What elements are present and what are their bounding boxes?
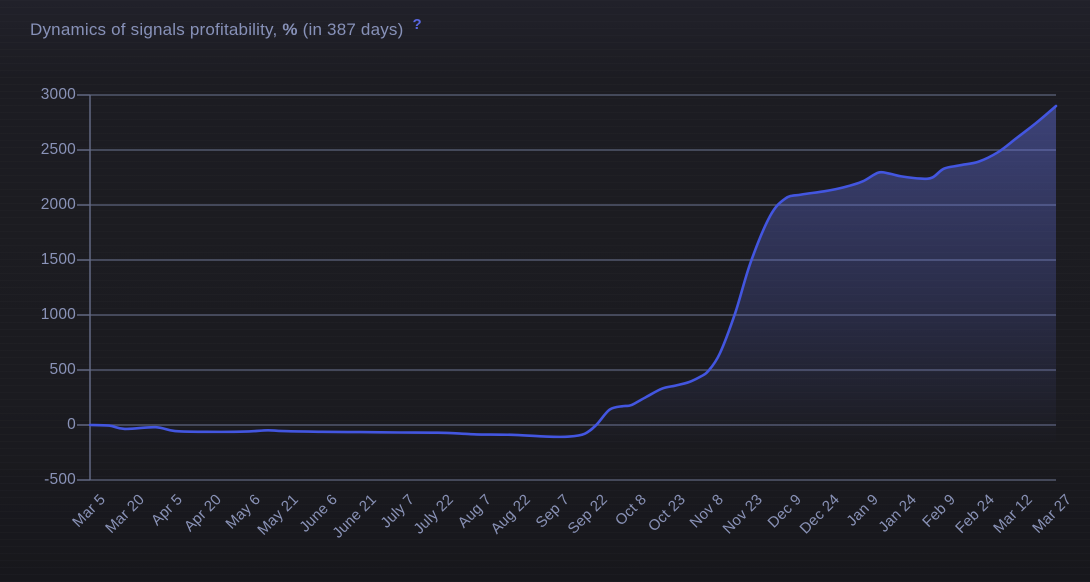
chart-title-suffix: (in 387 days) <box>302 20 404 39</box>
series-area-fill <box>90 106 1056 480</box>
chart-title: Dynamics of signals profitability, % (in… <box>30 16 422 40</box>
y-axis-tick-label: 3000 <box>40 86 76 103</box>
y-axis-tick-label: 1000 <box>40 306 76 323</box>
y-axis-tick-label: -500 <box>44 471 76 488</box>
y-axis-tick-label: 1500 <box>40 251 76 268</box>
help-icon[interactable]: ? <box>412 16 422 33</box>
chart-title-percent: % <box>282 20 298 39</box>
y-axis-tick-label: 2500 <box>40 141 76 158</box>
y-axis-tick-label: 0 <box>67 416 76 433</box>
y-axis-tick-label: 500 <box>49 361 76 378</box>
y-axis-tick-label: 2000 <box>40 196 76 213</box>
series-line <box>88 104 1058 439</box>
chart-title-prefix: Dynamics of signals profitability, <box>30 20 278 39</box>
